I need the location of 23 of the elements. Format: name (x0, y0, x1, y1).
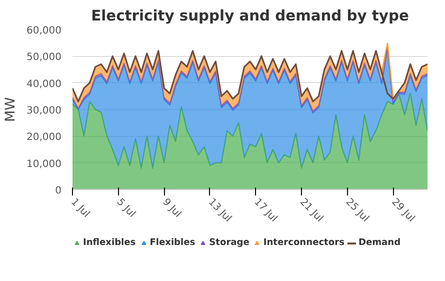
line-series (72, 50, 428, 102)
x-tick-label: 17 Jul (252, 196, 280, 224)
y-tick-label: 50,000 (26, 52, 62, 64)
x-tick-label: 29 Jul (389, 196, 417, 224)
legend-label: Demand (358, 238, 401, 248)
legend-label: Interconnectors (263, 238, 344, 248)
x-tick-label: 5 Jul (114, 196, 138, 220)
legend-label: Inflexibles (83, 238, 136, 248)
x-tick-label: 1 Jul (68, 196, 92, 220)
x-tick-label: 9 Jul (160, 196, 184, 220)
legend-label: Flexibles (150, 238, 196, 248)
y-tick-label: 10,000 (26, 158, 62, 170)
legend-label: Storage (209, 238, 250, 248)
y-tick-label: 60,000 (26, 26, 62, 36)
x-tick-label: 25 Jul (343, 196, 371, 224)
y-tick-label: 40,000 (26, 78, 62, 90)
y-tick-label: 30,000 (26, 106, 62, 116)
chart-title: Electricity supply and demand by type (91, 8, 409, 24)
y-tick-label: 0 (55, 186, 62, 196)
x-tick-label: 13 Jul (206, 196, 234, 224)
x-tick-label: 21 Jul (298, 196, 325, 224)
y-axis-title: MW (4, 97, 19, 122)
y-tick-label: 20,000 (26, 132, 62, 144)
